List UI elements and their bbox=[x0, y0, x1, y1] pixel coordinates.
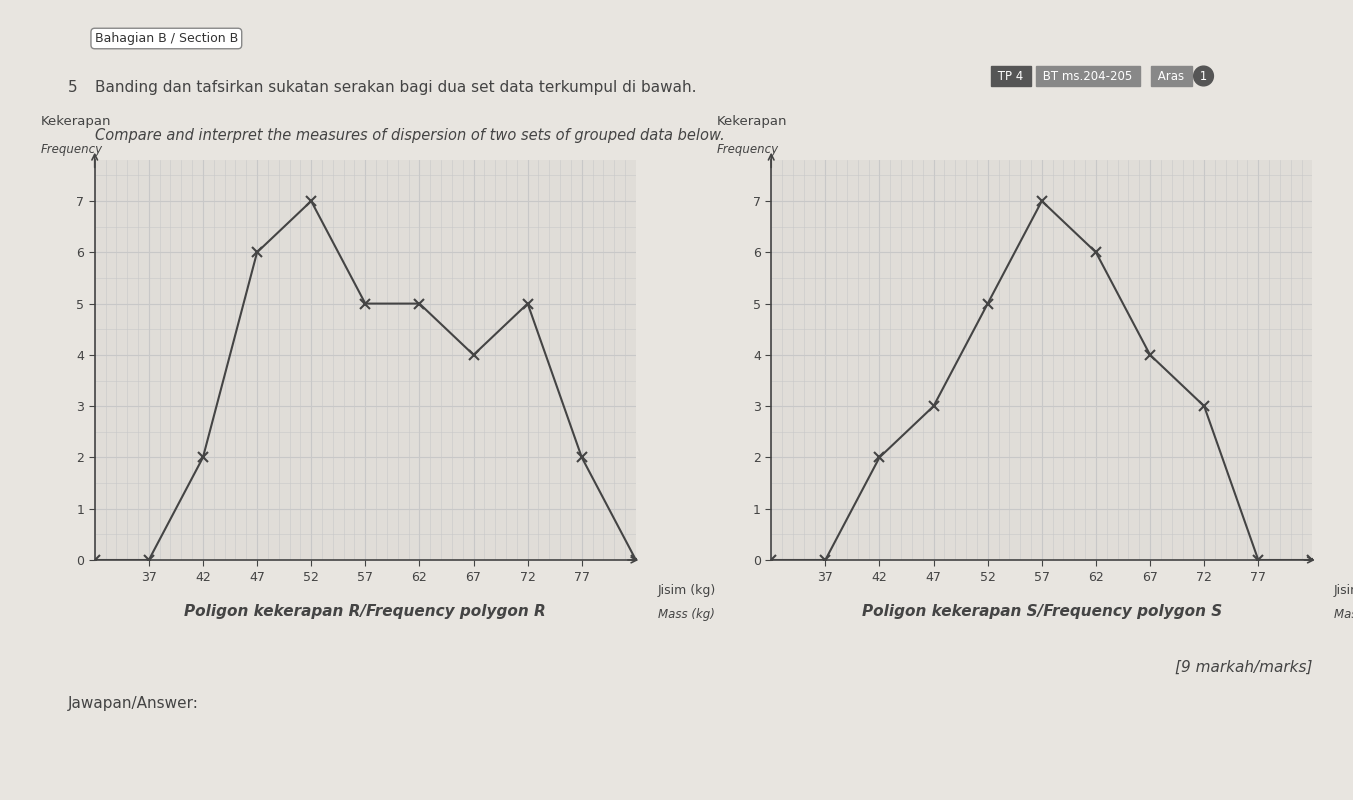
Text: Jisim (kg): Jisim (kg) bbox=[658, 584, 716, 597]
Text: Compare and interpret the measures of dispersion of two sets of grouped data bel: Compare and interpret the measures of di… bbox=[95, 128, 724, 143]
Text: Kekerapan: Kekerapan bbox=[41, 115, 111, 128]
Text: Jisim (kg): Jisim (kg) bbox=[1334, 584, 1353, 597]
Text: Jawapan/Answer:: Jawapan/Answer: bbox=[68, 696, 199, 711]
Text: Bahagian B / Section B: Bahagian B / Section B bbox=[95, 32, 238, 45]
Text: Aras: Aras bbox=[1154, 70, 1188, 82]
Text: Mass (kg): Mass (kg) bbox=[658, 608, 714, 621]
Text: Frequency: Frequency bbox=[41, 143, 103, 156]
Text: Poligon kekerapan S/Frequency polygon S: Poligon kekerapan S/Frequency polygon S bbox=[862, 604, 1222, 619]
Text: Frequency: Frequency bbox=[717, 143, 779, 156]
Text: BT ms.204-205: BT ms.204-205 bbox=[1039, 70, 1137, 82]
Text: Kekerapan: Kekerapan bbox=[717, 115, 787, 128]
Text: Poligon kekerapan R/Frequency polygon R: Poligon kekerapan R/Frequency polygon R bbox=[184, 604, 547, 619]
Text: [9 markah/marks]: [9 markah/marks] bbox=[1174, 660, 1312, 675]
Text: Mass (kg): Mass (kg) bbox=[1334, 608, 1353, 621]
Text: TP 4: TP 4 bbox=[994, 70, 1027, 82]
Text: 5: 5 bbox=[68, 80, 77, 95]
Text: 1: 1 bbox=[1196, 70, 1211, 82]
Text: Banding dan tafsirkan sukatan serakan bagi dua set data terkumpul di bawah.: Banding dan tafsirkan sukatan serakan ba… bbox=[95, 80, 697, 95]
